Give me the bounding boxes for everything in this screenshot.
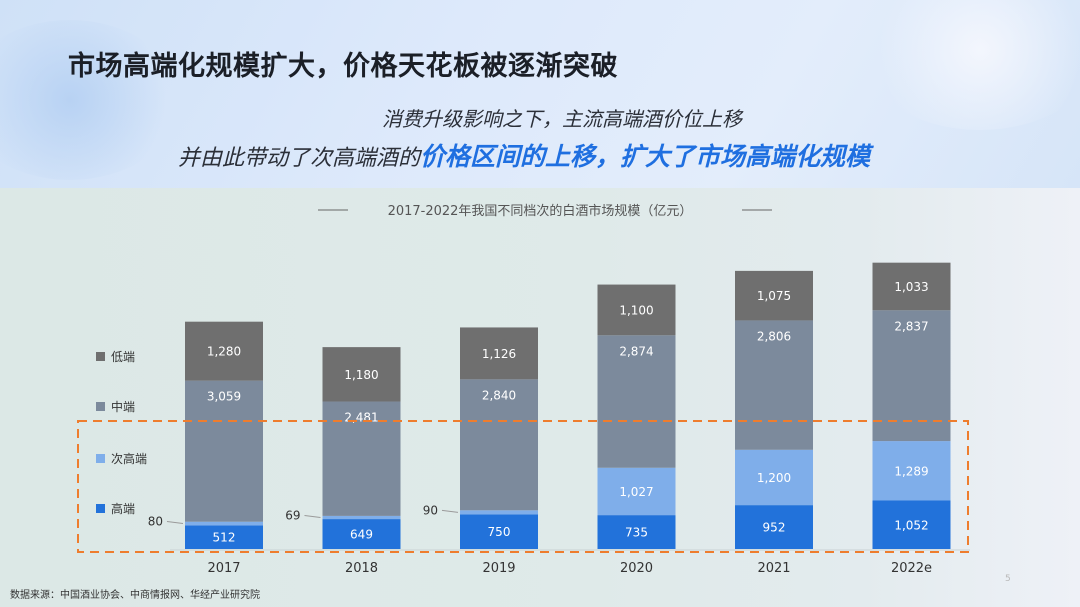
data-label-低端-2021: 1,075 xyxy=(757,289,791,303)
data-label-中端-2017: 3,059 xyxy=(207,390,241,404)
legend-label-低端: 低端 xyxy=(111,350,135,364)
bar-segment-中端-2021 xyxy=(735,320,813,450)
data-label-中端-2018: 2,481 xyxy=(344,411,378,425)
bar-segment-次高端-2020 xyxy=(597,467,676,516)
data-label-次高端-2020: 1,027 xyxy=(619,485,653,499)
bar-segment-中端-2017 xyxy=(185,380,263,522)
legend-swatch-中端 xyxy=(96,402,105,411)
legend-swatch-低端 xyxy=(96,352,105,361)
bar-segment-次高端-2021 xyxy=(735,449,813,506)
bar-segment-中端-2019 xyxy=(460,379,538,511)
data-source-note: 数据来源：中国酒业协会、中商情报网、华经产业研究院 xyxy=(10,590,260,601)
data-label-次高端-2018: 69 xyxy=(285,508,300,522)
data-label-低端-2019: 1,126 xyxy=(482,347,516,361)
decorative-blob xyxy=(0,20,180,180)
bar-segment-中端-2022e xyxy=(872,310,951,442)
legend-swatch-高端 xyxy=(96,504,105,513)
decorative-blob xyxy=(860,0,1080,130)
chart-title: 2017-2022年我国不同档次的白酒市场规模（亿元） xyxy=(388,203,693,219)
data-label-中端-2022e: 2,837 xyxy=(894,319,928,333)
x-tick-label-2019: 2019 xyxy=(482,561,515,576)
legend-label-高端: 高端 xyxy=(111,501,135,516)
data-label-次高端-2017: 80 xyxy=(148,515,163,529)
bar-segment-次高端-2019 xyxy=(460,510,538,515)
data-label-低端-2022e: 1,033 xyxy=(894,280,928,294)
bar-segment-高端-2019 xyxy=(460,514,538,549)
bar-segment-高端-2021 xyxy=(735,505,813,549)
data-label-中端-2021: 2,806 xyxy=(757,329,791,343)
data-label-次高端-2022e: 1,289 xyxy=(894,464,928,478)
legend-label-次高端: 次高端 xyxy=(111,451,147,466)
subtitle-highlight: 价格区间的上移，扩大了市场高端化规模 xyxy=(420,142,871,171)
data-label-次高端-2019: 90 xyxy=(423,503,438,517)
bar-segment-低端-2022e xyxy=(872,262,951,311)
bar-segment-高端-2020 xyxy=(597,515,676,549)
data-label-中端-2020: 2,874 xyxy=(619,344,653,358)
data-label-高端-2018: 649 xyxy=(350,528,373,542)
data-label-高端-2017: 512 xyxy=(213,531,236,545)
subtitle-line-2: 并由此带动了次高端酒的价格区间的上移，扩大了市场高端化规模 xyxy=(178,137,870,173)
page-title: 市场高端化规模扩大，价格天花板被逐渐突破 xyxy=(68,51,618,82)
bar-segment-低端-2018 xyxy=(322,347,401,402)
data-label-低端-2020: 1,100 xyxy=(619,303,653,317)
x-tick-label-2017: 2017 xyxy=(207,561,240,576)
chart-area: 2017-2022年我国不同档次的白酒市场规模（亿元） 512 80 3,059 1,2… xyxy=(0,188,1080,607)
bar-segment-次高端-2017 xyxy=(185,521,263,526)
bar-segment-高端-2017 xyxy=(185,525,263,549)
legend-swatch-次高端 xyxy=(96,454,105,463)
legend-label-中端: 中端 xyxy=(111,399,135,414)
page-number: 5 xyxy=(1005,574,1011,584)
subtitle-line-2-prefix: 并由此带动了次高端酒的 xyxy=(178,146,421,171)
x-tick-label-2020: 2020 xyxy=(620,561,653,576)
x-tick-label-2021: 2021 xyxy=(757,561,790,576)
bar-segment-低端-2019 xyxy=(460,327,538,380)
bar-segment-低端-2021 xyxy=(735,270,813,321)
subtitle-line-1: 消费升级影响之下，主流高端酒价位上移 xyxy=(382,107,742,131)
bar-segment-高端-2018 xyxy=(322,519,401,549)
data-label-低端-2017: 1,280 xyxy=(207,345,241,359)
x-tick-label-2018: 2018 xyxy=(345,561,378,576)
data-label-次高端-2021: 1,200 xyxy=(757,471,791,485)
bar-segment-次高端-2022e xyxy=(872,441,951,501)
bar-segment-次高端-2018 xyxy=(322,515,401,520)
header-banner: 市场高端化规模扩大，价格天花板被逐渐突破 消费升级影响之下，主流高端酒价位上移 … xyxy=(0,0,1080,188)
data-label-高端-2019: 750 xyxy=(488,525,511,539)
bar-segment-低端-2020 xyxy=(597,284,676,336)
data-label-高端-2021: 952 xyxy=(763,521,786,535)
bar-segment-低端-2017 xyxy=(185,321,263,381)
data-label-高端-2022e: 1,052 xyxy=(894,518,928,532)
stacked-bar-chart: 2017-2022年我国不同档次的白酒市场规模（亿元） 512 80 3,059 1,2… xyxy=(77,203,970,576)
x-tick-label-2022e: 2022e xyxy=(891,561,932,576)
leader-line-2019 xyxy=(441,509,459,513)
bar-segment-中端-2020 xyxy=(597,335,676,468)
leader-line-2017 xyxy=(166,521,184,525)
data-label-高端-2020: 735 xyxy=(625,526,648,540)
leader-line-2018 xyxy=(304,514,321,518)
bar-segment-高端-2022e xyxy=(872,500,951,549)
data-label-中端-2019: 2,840 xyxy=(482,388,516,402)
data-label-低端-2018: 1,180 xyxy=(344,368,378,382)
